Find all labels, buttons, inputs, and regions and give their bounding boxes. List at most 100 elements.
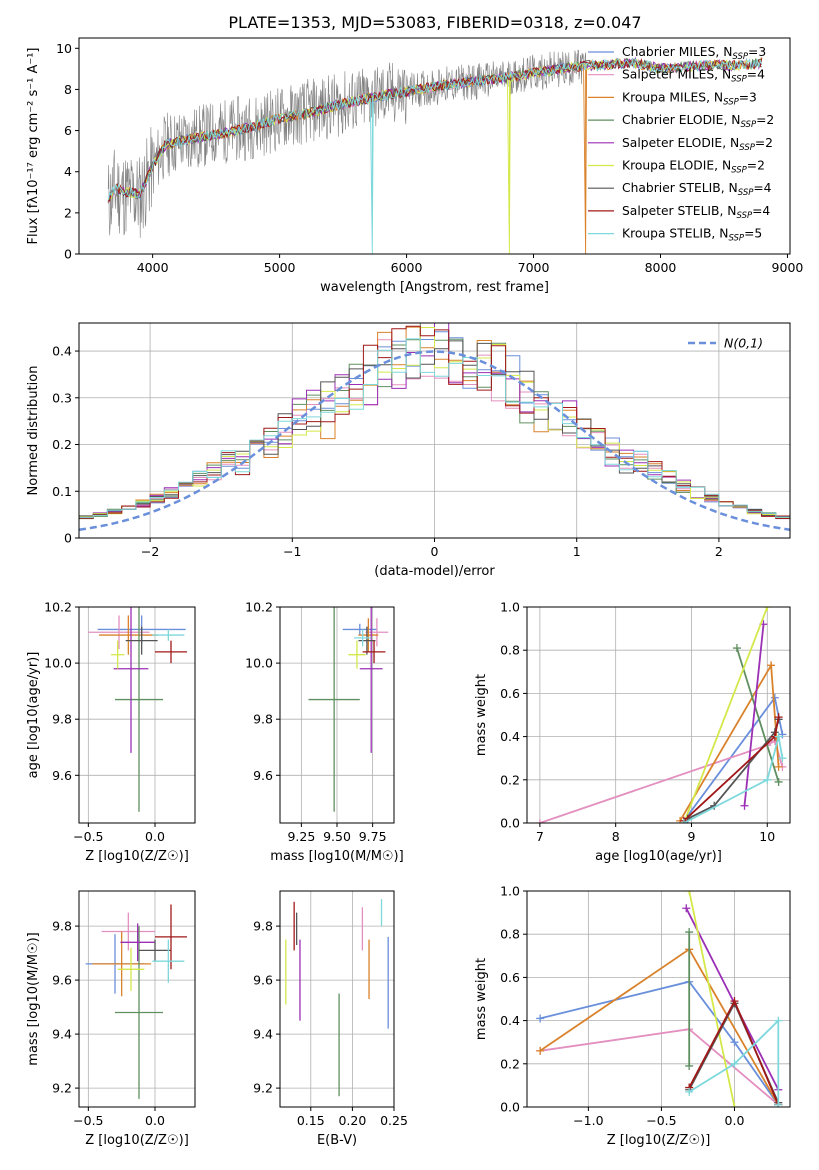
weight-marker [763, 607, 772, 611]
y-axis-label: Normed distribution [26, 366, 41, 496]
axes-frame [279, 890, 395, 1108]
panel-weight_vs_Z: −1.0 −0.5 0.0 0.0 0.2 0.4 0.6 0.8 1.0 Z [log10(Z/… [474, 884, 791, 1148]
weight-marker [685, 1087, 694, 1096]
error-bar-point [117, 947, 145, 991]
weight-line [539, 948, 780, 1106]
y-tick-label: 1.0 [500, 600, 520, 615]
legend-entry: Salpeter ELODIE, NSSP=2 [622, 136, 773, 153]
y-tick-label: 9.8 [253, 919, 273, 934]
weight-marker [732, 644, 741, 653]
weight-marker [774, 732, 783, 741]
y-axis-label: mass weight [474, 958, 489, 1040]
weight-line [679, 662, 780, 822]
weight-line [539, 739, 784, 823]
weight-marker [778, 754, 787, 763]
x-tick-label: 0.15 [297, 1113, 325, 1128]
weight-marker [536, 1014, 545, 1023]
weight-series [679, 693, 787, 823]
error-bar-point [362, 640, 386, 664]
x-tick-label: 9000 [772, 260, 804, 275]
x-tick-label: −0.5 [646, 1113, 676, 1128]
y-tick-label: 0.4 [52, 344, 72, 359]
error-bar-point [358, 618, 379, 652]
x-tick-label: −0.5 [73, 1113, 103, 1128]
legend-entry: Chabrier MILES, NSSP=3 [622, 45, 766, 62]
x-tick-label: 0 [431, 544, 439, 559]
error-bar-point [365, 618, 389, 647]
error-bar-point [115, 926, 163, 1099]
x-tick-label: 9.25 [287, 829, 315, 844]
panel-mass_vs_Z: −0.5 0.0 9.2 9.4 9.6 9.8 Z [log10(Z/Z☉)] mass [… [26, 890, 196, 1148]
y-tick-label: 0.4 [500, 1013, 520, 1028]
weight-line [688, 1018, 780, 1105]
weight-line [683, 607, 769, 823]
model-spectrum [107, 58, 763, 254]
weight-series [535, 736, 787, 823]
y-tick-label: 9.6 [52, 768, 72, 783]
weight-series [685, 1016, 783, 1107]
x-axis-label: Z [log10(Z/Z☉)] [85, 1133, 189, 1148]
error-bar-point [358, 626, 376, 655]
x-axis-label: (data-model)/error [374, 564, 495, 579]
x-axis-label: age [log10(age/yr)] [595, 849, 722, 864]
y-tick-label: 9.6 [253, 768, 273, 783]
x-axis-label: E(B-V) [317, 1133, 357, 1148]
y-tick-label: 9.8 [253, 712, 273, 727]
observed-spectrum [107, 49, 587, 238]
axes-frame [526, 890, 791, 1108]
weight-series [536, 977, 783, 1107]
legend-entry: Kroupa ELODIE, NSSP=2 [622, 159, 765, 176]
panel-spectrum: 4000 5000 6000 7000 8000 9000 0 2 4 6 8 10 wavelengt… [26, 37, 804, 295]
y-tick-label: 9.6 [253, 973, 273, 988]
x-tick-label: 9.75 [359, 829, 387, 844]
y-axis-label: mass [log10(M/M☉)] [26, 932, 41, 1065]
x-axis-label: mass [log10(M/M☉)] [270, 849, 403, 864]
x-tick-label: 9.50 [323, 829, 351, 844]
x-tick-label: 4000 [137, 260, 169, 275]
y-tick-label: 9.8 [52, 919, 72, 934]
y-tick-label: 6 [64, 123, 72, 138]
y-axis-label: age [log10(age/yr)] [26, 652, 41, 779]
y-tick-label: 9.2 [52, 1081, 72, 1096]
y-tick-label: 9.2 [253, 1081, 273, 1096]
error-bar-point [152, 939, 185, 983]
weight-marker [679, 819, 688, 823]
legend-entry: Kroupa MILES, NSSP=3 [622, 90, 757, 107]
y-tick-label: 0 [64, 247, 72, 262]
error-bar-point [113, 607, 149, 753]
panel-mass_vs_EBV: 0.15 0.20 0.25 9.2 9.4 9.6 9.8 E(B-V) [253, 890, 408, 1148]
panel-age_vs_mass: 9.25 9.50 9.75 9.6 9.8 10.0 10.2 mass [log10(M/… [245, 600, 404, 865]
legend-entry: Kroupa STELIB, NSSP=5 [622, 227, 762, 244]
y-axis-label: Flux [fλ10⁻¹⁷ erg cm⁻² s⁻¹ A⁻¹] [26, 48, 41, 245]
error-bar-point [99, 615, 158, 655]
error-bar-point [125, 626, 158, 655]
weight-marker [682, 904, 691, 913]
plot-area [85, 904, 187, 1099]
x-axis-label: wavelength [Angstrom, rest frame] [320, 280, 549, 295]
axes-frame [78, 890, 196, 1108]
weight-marker [770, 693, 779, 702]
error-bar-point [115, 607, 163, 812]
plot-area [285, 899, 389, 1097]
x-tick-label: 8000 [645, 260, 677, 275]
x-tick-label: 7000 [518, 260, 550, 275]
weight-marker [763, 775, 772, 784]
x-tick-label: 10 [759, 829, 775, 844]
x-tick-label: 9 [687, 829, 695, 844]
weight-series [685, 928, 694, 1070]
error-bar-point [155, 904, 187, 970]
x-tick-label: 0.0 [145, 829, 165, 844]
weight-marker [774, 713, 783, 722]
residual-histogram [79, 339, 790, 518]
panel-residuals: −2 −1 0 1 2 0 0.1 0.2 0.3 0.4 (data-model)/error No… [26, 322, 791, 579]
plot-area [535, 607, 787, 823]
y-tick-label: 0.0 [500, 1100, 520, 1115]
weight-marker [774, 777, 783, 786]
y-tick-label: 0.3 [52, 390, 72, 405]
x-tick-label: 0.25 [380, 1113, 408, 1128]
weight-marker [774, 1016, 783, 1025]
error-bar-point [88, 615, 150, 650]
y-tick-label: 0.2 [500, 1056, 520, 1071]
error-bar-point [354, 629, 372, 647]
